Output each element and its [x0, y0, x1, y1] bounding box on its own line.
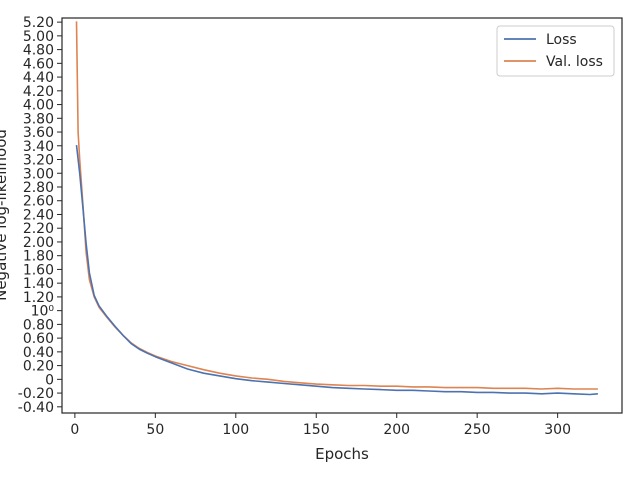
y-tick-label: 4.60	[23, 56, 54, 72]
y-tick-label: 0.80	[23, 317, 54, 333]
y-tick-label: 3.80	[23, 111, 54, 127]
legend: Loss Val. loss	[496, 25, 615, 77]
y-tick-label: 1.80	[23, 249, 54, 265]
y-tick-label: 1.20	[23, 290, 54, 306]
x-tick-label: 200	[383, 422, 410, 438]
y-tick-label: 3.40	[23, 139, 54, 155]
series-layer	[75, 21, 598, 396]
y-tick-label: 0.40	[23, 345, 54, 361]
y-tick-label: 2.20	[23, 221, 54, 237]
x-tick-label: 100	[222, 422, 249, 438]
y-tick-label: 0.20	[23, 359, 54, 375]
y-axis-label: Negative log-likelihood	[0, 129, 10, 301]
y-tick-label: -0.40	[18, 400, 54, 416]
y-tick-label: 3.60	[23, 125, 54, 141]
x-tick-label: 250	[464, 422, 491, 438]
y-tick-label: 5.20	[23, 15, 54, 31]
y-tick-label: 5.00	[23, 29, 54, 45]
y-tick-label: 0.60	[23, 331, 54, 347]
y-tick-label: -0.20	[18, 386, 54, 402]
x-axis-label: Epochs	[315, 445, 369, 463]
y-tick-label: 2.80	[23, 180, 54, 196]
plot-frame	[61, 17, 623, 414]
series-line-loss	[75, 145, 598, 396]
x-axis: 0 50 100 150 200 250 300	[70, 413, 571, 438]
y-tick-label: 1.60	[23, 262, 54, 278]
legend-label-loss: Loss	[546, 32, 577, 48]
x-tick-label: 0	[70, 422, 79, 438]
y-tick-label: 4.20	[23, 84, 54, 100]
y-tick-label: 3.00	[23, 166, 54, 182]
y-tick-label: 10⁰	[31, 304, 55, 320]
x-tick-label: 50	[146, 422, 164, 438]
y-tick-label: 0	[45, 372, 54, 388]
y-tick-label: 3.20	[23, 153, 54, 169]
y-tick-label: 4.80	[23, 43, 54, 59]
y-tick-label: 4.00	[23, 98, 54, 114]
plot-background	[62, 18, 622, 413]
y-tick-label: 1.40	[23, 276, 54, 292]
x-tick-label: 150	[303, 422, 330, 438]
y-tick-label: 2.40	[23, 207, 54, 223]
legend-label-val-loss: Val. loss	[546, 54, 603, 70]
y-tick-label: 2.00	[23, 235, 54, 251]
y-tick-label: 4.40	[23, 70, 54, 86]
x-tick-label: 300	[544, 422, 571, 438]
y-tick-label: 2.60	[23, 194, 54, 210]
y-axis: -0.40-0.2000.200.400.600.8010⁰1.201.401.…	[18, 15, 62, 416]
series-line-val-loss	[75, 21, 598, 390]
